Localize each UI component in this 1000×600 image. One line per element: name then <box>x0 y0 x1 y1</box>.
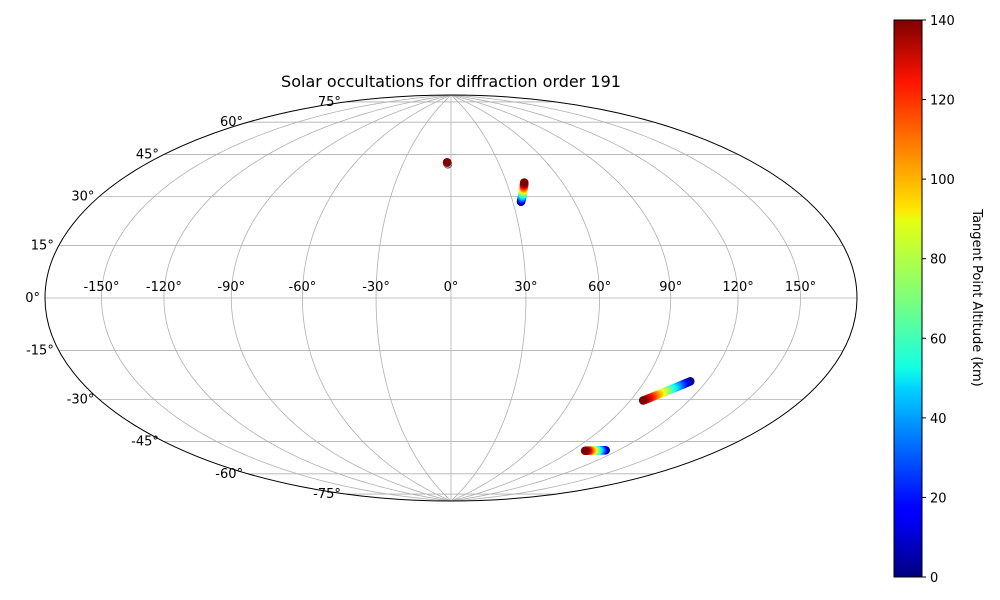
longitude-tick-labels: -150° -120° -90° -60° -30° 0° 30° 60° 90° 120° 150… <box>83 280 816 295</box>
data-point <box>442 158 452 167</box>
longitude-tick-label: -30° <box>362 280 390 295</box>
longitude-tick-label: -150° <box>83 280 119 295</box>
colorbar: 0 20 40 60 80 100 120 140 Tangent Point Altitud… <box>893 14 984 586</box>
colorbar-gradient <box>893 19 923 578</box>
longitude-tick-label: 120° <box>722 280 753 295</box>
map-grid <box>45 95 857 501</box>
latitude-tick-label: 15° <box>31 238 54 253</box>
colorbar-tick-label: 40 <box>930 412 947 427</box>
colorbar-tick-label: 20 <box>930 491 947 506</box>
chart-title: Solar occultations for diffraction order… <box>281 72 621 91</box>
longitude-tick-label: -90° <box>217 280 245 295</box>
longitude-tick-label: -120° <box>146 280 182 295</box>
longitude-tick-label: 150° <box>785 280 816 295</box>
latitude-tick-label: -15° <box>26 344 54 359</box>
longitude-tick-label: 90° <box>659 280 682 295</box>
data-point <box>519 178 529 187</box>
latitude-tick-label: -75° <box>313 487 341 502</box>
latitude-tick-label: 30° <box>71 190 94 205</box>
data-point <box>638 396 648 405</box>
latitude-tick-label: 60° <box>220 115 243 130</box>
colorbar-tick-label: 60 <box>930 332 947 347</box>
longitude-tick-label: -60° <box>289 280 317 295</box>
latitude-tick-label: 0° <box>25 291 40 306</box>
latitude-tick-label: 45° <box>136 147 159 162</box>
colorbar-tick-label: 80 <box>930 253 947 268</box>
colorbar-ticks: 0 20 40 60 80 100 120 140 <box>922 14 955 586</box>
colorbar-label: Tangent Point Altitude (km) <box>969 208 984 386</box>
colorbar-tick-label: 140 <box>930 14 955 29</box>
latitude-tick-label: 75° <box>318 95 341 110</box>
longitude-tick-label: 30° <box>514 280 537 295</box>
latitude-tick-label: -30° <box>67 393 95 408</box>
colorbar-tick-label: 120 <box>930 94 955 109</box>
colorbar-tick-label: 100 <box>930 173 955 188</box>
data-point <box>580 446 590 456</box>
latitude-tick-labels: 75° 60° 45° 30° 15° 0° -15° -30° -45° -60° -75° <box>25 95 341 502</box>
longitude-tick-label: 60° <box>588 280 611 295</box>
latitude-tick-label: -45° <box>131 435 159 450</box>
map-outline <box>44 94 858 502</box>
colorbar-tick-label: 0 <box>930 571 938 586</box>
data-points <box>442 158 695 456</box>
longitude-tick-label: 0° <box>444 280 459 295</box>
latitude-tick-label: -60° <box>215 467 243 482</box>
